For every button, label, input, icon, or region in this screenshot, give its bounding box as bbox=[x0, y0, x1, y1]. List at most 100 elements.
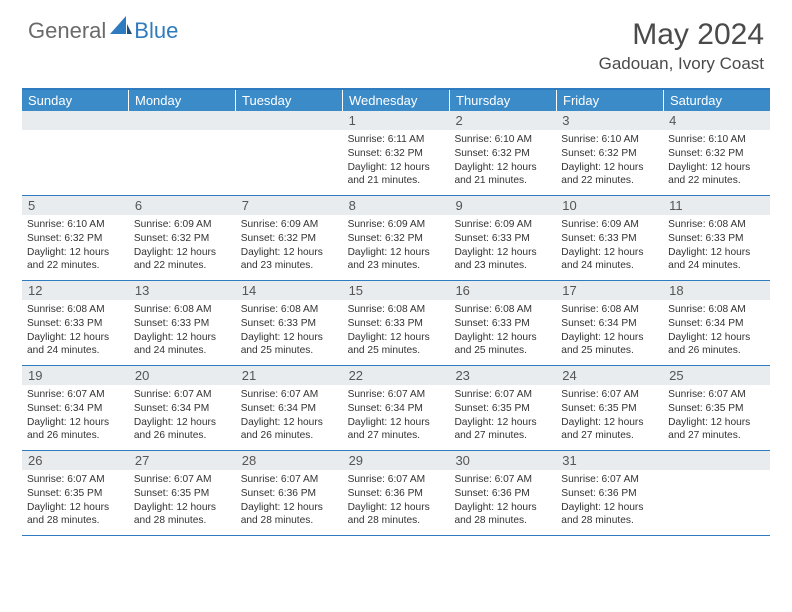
day-number: 27 bbox=[129, 451, 236, 470]
dow-cell: Monday bbox=[129, 90, 236, 111]
day-number: 23 bbox=[449, 366, 556, 385]
day-cell: 10Sunrise: 6:09 AMSunset: 6:33 PMDayligh… bbox=[556, 196, 663, 280]
day-number: 18 bbox=[663, 281, 770, 300]
day-cell: 14Sunrise: 6:08 AMSunset: 6:33 PMDayligh… bbox=[236, 281, 343, 365]
day-body: Sunrise: 6:07 AMSunset: 6:34 PMDaylight:… bbox=[22, 385, 129, 447]
day-cell: 27Sunrise: 6:07 AMSunset: 6:35 PMDayligh… bbox=[129, 451, 236, 535]
day-cell: 11Sunrise: 6:08 AMSunset: 6:33 PMDayligh… bbox=[663, 196, 770, 280]
day-body: Sunrise: 6:11 AMSunset: 6:32 PMDaylight:… bbox=[343, 130, 450, 192]
day-cell: 8Sunrise: 6:09 AMSunset: 6:32 PMDaylight… bbox=[343, 196, 450, 280]
day-cell bbox=[663, 451, 770, 535]
day-cell: 28Sunrise: 6:07 AMSunset: 6:36 PMDayligh… bbox=[236, 451, 343, 535]
day-cell: 6Sunrise: 6:09 AMSunset: 6:32 PMDaylight… bbox=[129, 196, 236, 280]
day-body: Sunrise: 6:07 AMSunset: 6:35 PMDaylight:… bbox=[22, 470, 129, 532]
day-number: 2 bbox=[449, 111, 556, 130]
day-number: 15 bbox=[343, 281, 450, 300]
day-body: Sunrise: 6:07 AMSunset: 6:35 PMDaylight:… bbox=[129, 470, 236, 532]
week-row: 5Sunrise: 6:10 AMSunset: 6:32 PMDaylight… bbox=[22, 196, 770, 281]
day-cell: 4Sunrise: 6:10 AMSunset: 6:32 PMDaylight… bbox=[663, 111, 770, 195]
day-body: Sunrise: 6:08 AMSunset: 6:33 PMDaylight:… bbox=[663, 215, 770, 277]
day-cell bbox=[22, 111, 129, 195]
day-body: Sunrise: 6:08 AMSunset: 6:34 PMDaylight:… bbox=[663, 300, 770, 362]
day-number: 4 bbox=[663, 111, 770, 130]
logo-text-general: General bbox=[28, 18, 106, 44]
day-body: Sunrise: 6:08 AMSunset: 6:33 PMDaylight:… bbox=[22, 300, 129, 362]
day-body: Sunrise: 6:09 AMSunset: 6:32 PMDaylight:… bbox=[343, 215, 450, 277]
day-number bbox=[663, 451, 770, 470]
day-number: 17 bbox=[556, 281, 663, 300]
day-body: Sunrise: 6:10 AMSunset: 6:32 PMDaylight:… bbox=[22, 215, 129, 277]
dow-cell: Friday bbox=[557, 90, 664, 111]
weeks-container: 1Sunrise: 6:11 AMSunset: 6:32 PMDaylight… bbox=[22, 111, 770, 536]
day-number bbox=[236, 111, 343, 130]
day-cell: 31Sunrise: 6:07 AMSunset: 6:36 PMDayligh… bbox=[556, 451, 663, 535]
day-body: Sunrise: 6:10 AMSunset: 6:32 PMDaylight:… bbox=[663, 130, 770, 192]
title-block: May 2024 Gadouan, Ivory Coast bbox=[599, 18, 764, 74]
day-body: Sunrise: 6:07 AMSunset: 6:34 PMDaylight:… bbox=[236, 385, 343, 447]
day-number: 26 bbox=[22, 451, 129, 470]
dow-cell: Sunday bbox=[22, 90, 129, 111]
day-cell: 26Sunrise: 6:07 AMSunset: 6:35 PMDayligh… bbox=[22, 451, 129, 535]
day-cell: 24Sunrise: 6:07 AMSunset: 6:35 PMDayligh… bbox=[556, 366, 663, 450]
dow-cell: Wednesday bbox=[343, 90, 450, 111]
day-body: Sunrise: 6:07 AMSunset: 6:35 PMDaylight:… bbox=[556, 385, 663, 447]
day-body: Sunrise: 6:08 AMSunset: 6:33 PMDaylight:… bbox=[236, 300, 343, 362]
header: General Blue May 2024 Gadouan, Ivory Coa… bbox=[0, 0, 792, 82]
day-number: 9 bbox=[449, 196, 556, 215]
day-body: Sunrise: 6:09 AMSunset: 6:33 PMDaylight:… bbox=[556, 215, 663, 277]
day-number: 20 bbox=[129, 366, 236, 385]
day-cell bbox=[129, 111, 236, 195]
day-cell: 17Sunrise: 6:08 AMSunset: 6:34 PMDayligh… bbox=[556, 281, 663, 365]
dow-cell: Thursday bbox=[450, 90, 557, 111]
day-number: 29 bbox=[343, 451, 450, 470]
day-body: Sunrise: 6:07 AMSunset: 6:35 PMDaylight:… bbox=[663, 385, 770, 447]
week-row: 26Sunrise: 6:07 AMSunset: 6:35 PMDayligh… bbox=[22, 451, 770, 536]
day-cell: 20Sunrise: 6:07 AMSunset: 6:34 PMDayligh… bbox=[129, 366, 236, 450]
day-cell: 15Sunrise: 6:08 AMSunset: 6:33 PMDayligh… bbox=[343, 281, 450, 365]
day-number: 24 bbox=[556, 366, 663, 385]
day-number: 12 bbox=[22, 281, 129, 300]
day-cell: 2Sunrise: 6:10 AMSunset: 6:32 PMDaylight… bbox=[449, 111, 556, 195]
day-body: Sunrise: 6:10 AMSunset: 6:32 PMDaylight:… bbox=[556, 130, 663, 192]
day-body: Sunrise: 6:07 AMSunset: 6:34 PMDaylight:… bbox=[343, 385, 450, 447]
day-number: 14 bbox=[236, 281, 343, 300]
day-cell: 22Sunrise: 6:07 AMSunset: 6:34 PMDayligh… bbox=[343, 366, 450, 450]
day-number: 22 bbox=[343, 366, 450, 385]
day-cell: 21Sunrise: 6:07 AMSunset: 6:34 PMDayligh… bbox=[236, 366, 343, 450]
dow-row: SundayMondayTuesdayWednesdayThursdayFrid… bbox=[22, 90, 770, 111]
dow-cell: Tuesday bbox=[236, 90, 343, 111]
day-body: Sunrise: 6:07 AMSunset: 6:36 PMDaylight:… bbox=[343, 470, 450, 532]
day-number: 13 bbox=[129, 281, 236, 300]
location: Gadouan, Ivory Coast bbox=[599, 54, 764, 74]
day-cell: 23Sunrise: 6:07 AMSunset: 6:35 PMDayligh… bbox=[449, 366, 556, 450]
day-body: Sunrise: 6:07 AMSunset: 6:34 PMDaylight:… bbox=[129, 385, 236, 447]
day-cell: 18Sunrise: 6:08 AMSunset: 6:34 PMDayligh… bbox=[663, 281, 770, 365]
day-cell bbox=[236, 111, 343, 195]
day-number: 25 bbox=[663, 366, 770, 385]
logo-text-blue: Blue bbox=[134, 18, 178, 44]
day-body: Sunrise: 6:09 AMSunset: 6:32 PMDaylight:… bbox=[236, 215, 343, 277]
day-number: 5 bbox=[22, 196, 129, 215]
day-cell: 30Sunrise: 6:07 AMSunset: 6:36 PMDayligh… bbox=[449, 451, 556, 535]
day-number: 8 bbox=[343, 196, 450, 215]
day-number: 11 bbox=[663, 196, 770, 215]
week-row: 19Sunrise: 6:07 AMSunset: 6:34 PMDayligh… bbox=[22, 366, 770, 451]
day-body: Sunrise: 6:08 AMSunset: 6:33 PMDaylight:… bbox=[343, 300, 450, 362]
day-number bbox=[22, 111, 129, 130]
week-row: 1Sunrise: 6:11 AMSunset: 6:32 PMDaylight… bbox=[22, 111, 770, 196]
day-body: Sunrise: 6:07 AMSunset: 6:36 PMDaylight:… bbox=[556, 470, 663, 532]
day-number: 31 bbox=[556, 451, 663, 470]
day-cell: 13Sunrise: 6:08 AMSunset: 6:33 PMDayligh… bbox=[129, 281, 236, 365]
day-body: Sunrise: 6:08 AMSunset: 6:33 PMDaylight:… bbox=[449, 300, 556, 362]
day-number bbox=[129, 111, 236, 130]
day-cell: 1Sunrise: 6:11 AMSunset: 6:32 PMDaylight… bbox=[343, 111, 450, 195]
day-number: 10 bbox=[556, 196, 663, 215]
day-body: Sunrise: 6:07 AMSunset: 6:35 PMDaylight:… bbox=[449, 385, 556, 447]
logo-sail-icon bbox=[110, 16, 132, 41]
day-cell: 19Sunrise: 6:07 AMSunset: 6:34 PMDayligh… bbox=[22, 366, 129, 450]
day-number: 19 bbox=[22, 366, 129, 385]
day-cell: 29Sunrise: 6:07 AMSunset: 6:36 PMDayligh… bbox=[343, 451, 450, 535]
day-cell: 5Sunrise: 6:10 AMSunset: 6:32 PMDaylight… bbox=[22, 196, 129, 280]
day-number: 3 bbox=[556, 111, 663, 130]
day-number: 7 bbox=[236, 196, 343, 215]
